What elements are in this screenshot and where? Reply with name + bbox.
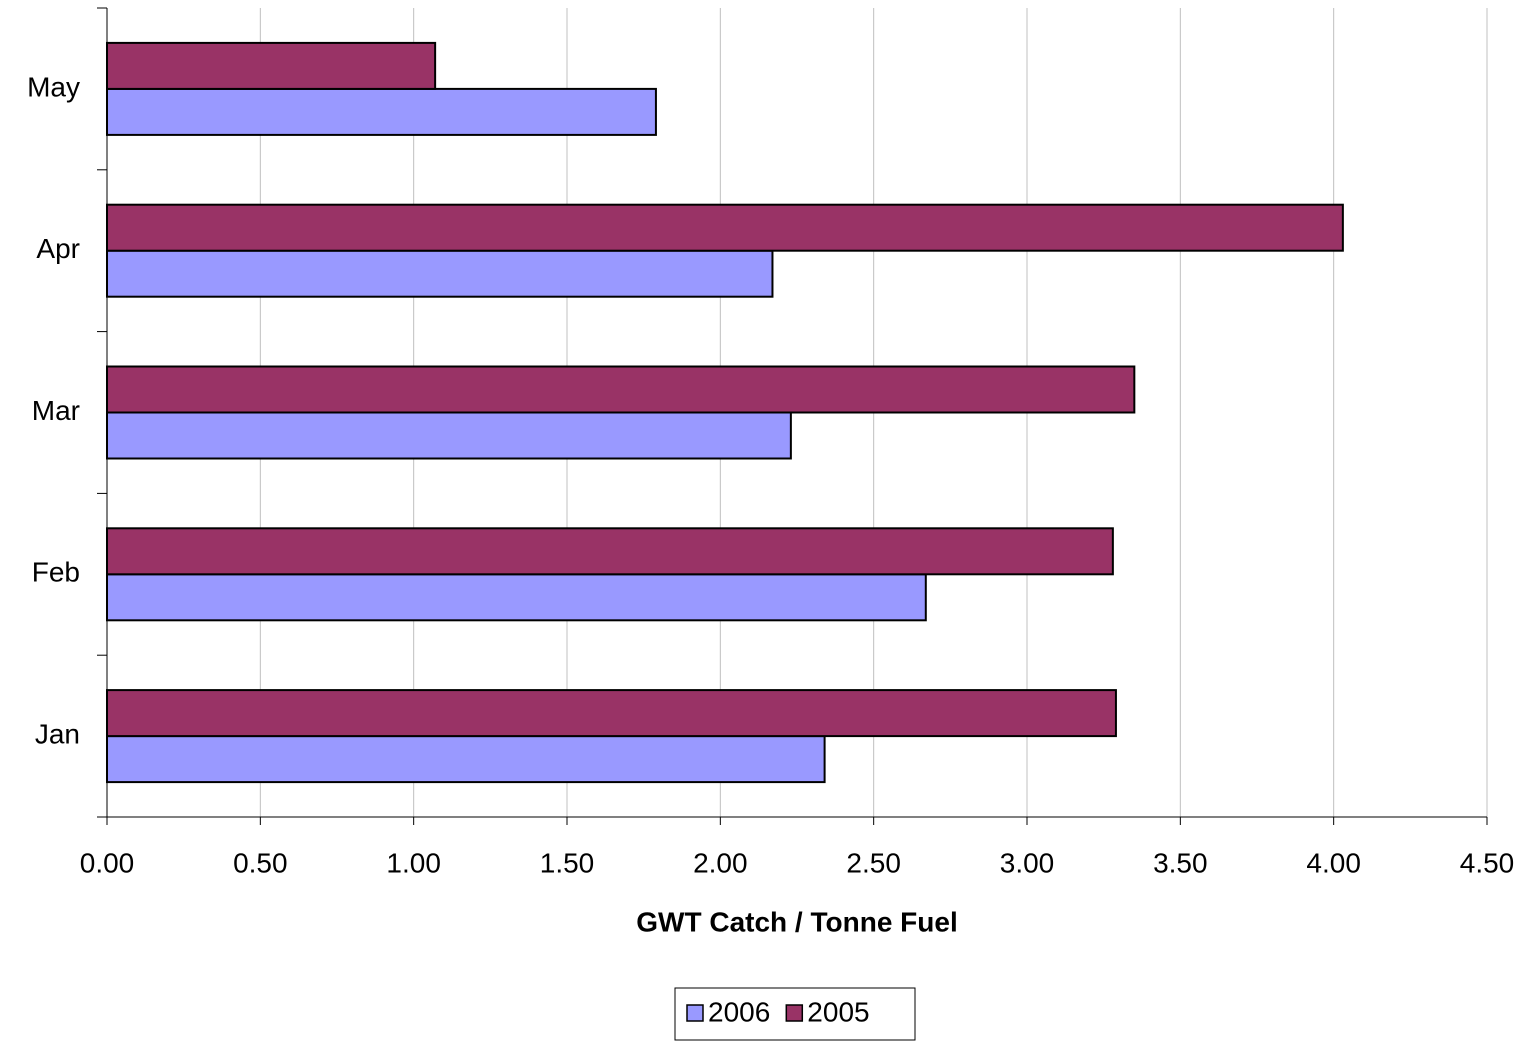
x-tick-label: 0.00: [80, 847, 135, 878]
legend-label: 2005: [807, 996, 869, 1027]
legend-label: 2006: [708, 996, 770, 1027]
x-tick-label: 2.50: [846, 847, 901, 878]
bar: [106, 87, 657, 136]
x-tick-label: 4.50: [1460, 847, 1515, 878]
legend-swatch: [686, 1004, 704, 1022]
bar: [106, 411, 792, 460]
x-tick-label: 3.00: [1000, 847, 1055, 878]
bar: [106, 689, 1117, 738]
x-tick-label: 4.00: [1306, 847, 1361, 878]
bar: [106, 41, 437, 90]
bar: [106, 527, 1114, 576]
y-tick-label: Jan: [35, 718, 80, 749]
bar: [106, 249, 774, 298]
bar: [106, 203, 1344, 252]
legend-swatch: [785, 1004, 804, 1022]
y-tick-label: Feb: [32, 557, 80, 588]
y-tick-label: Apr: [36, 233, 80, 264]
y-tick-label: May: [27, 71, 80, 102]
x-tick-label: 2.00: [693, 847, 748, 878]
x-tick-label: 1.00: [386, 847, 441, 878]
bar: [106, 365, 1136, 414]
bar: [106, 735, 826, 784]
bar: [106, 573, 927, 622]
y-tick-label: Mar: [32, 395, 80, 426]
x-axis-title: GWT Catch / Tonne Fuel: [636, 906, 957, 937]
x-tick-label: 3.50: [1153, 847, 1208, 878]
x-tick-label: 0.50: [233, 847, 288, 878]
x-tick-label: 1.50: [540, 847, 595, 878]
